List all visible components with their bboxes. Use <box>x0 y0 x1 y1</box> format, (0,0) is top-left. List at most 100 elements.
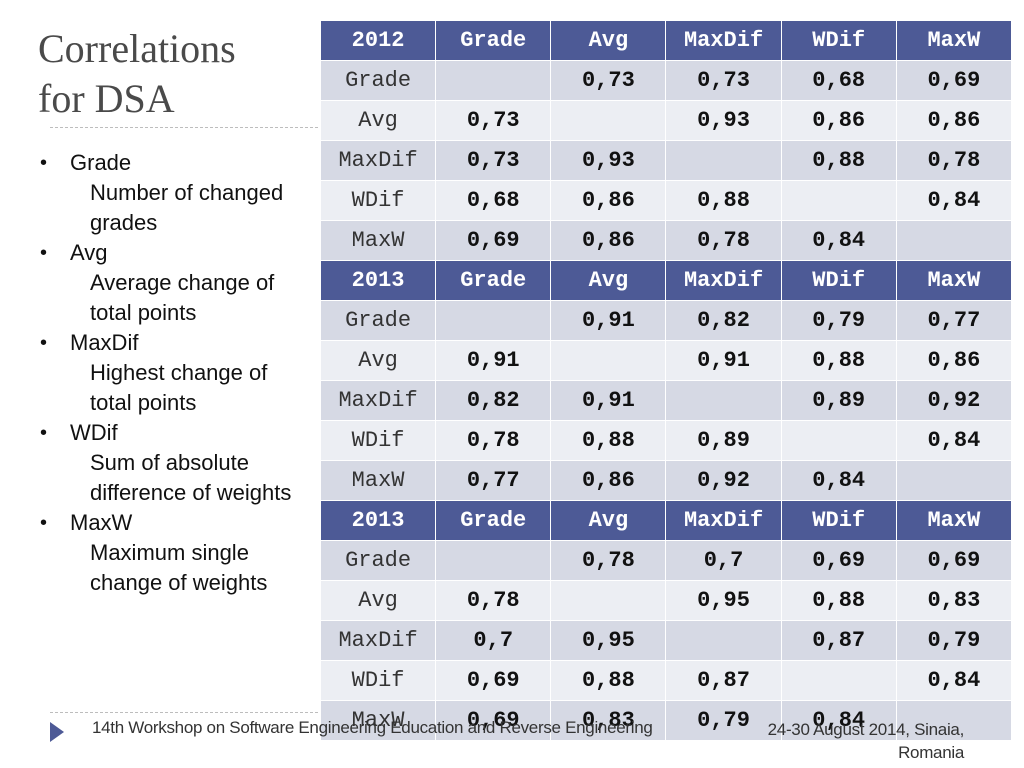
correlation-cell: 0,88 <box>550 420 667 461</box>
table-row: MaxW 0,69 0,86 0,78 0,84 <box>320 220 1012 261</box>
column-header: MaxW <box>895 500 1012 541</box>
correlation-cell <box>895 460 1012 501</box>
table-header-row: 2013 Grade Avg MaxDif WDif MaxW <box>320 500 1012 541</box>
table-header-row: 2012 Grade Avg MaxDif WDif MaxW <box>320 20 1012 61</box>
definition-description: Average change of total points <box>38 268 330 328</box>
correlation-cell <box>780 180 897 221</box>
correlation-cell: 0,92 <box>895 380 1012 421</box>
correlation-cell: 0,78 <box>895 140 1012 181</box>
correlation-cell: 0,79 <box>895 620 1012 661</box>
footer-location-line: Romania <box>898 743 964 762</box>
correlation-cell: 0,84 <box>895 420 1012 461</box>
table-row: Grade 0,91 0,82 0,79 0,77 <box>320 300 1012 341</box>
definition-description-line: Number of changed <box>90 180 284 205</box>
correlation-cell: 0,86 <box>780 100 897 141</box>
table-row: MaxW 0,69 0,83 0,79 0,84 <box>320 700 1012 741</box>
correlation-cell <box>895 220 1012 261</box>
row-label: MaxDif <box>320 140 437 181</box>
triangle-right-icon <box>50 722 64 742</box>
definition-description-line: change of weights <box>90 570 268 595</box>
column-header: WDif <box>780 260 897 301</box>
definition-description-line: Sum of absolute <box>90 450 249 475</box>
table-year-header: 2012 <box>320 20 437 61</box>
definition-wdif: WDif Sum of absolute difference of weigh… <box>38 418 318 508</box>
correlation-cell: 0,73 <box>435 100 552 141</box>
definition-term: MaxDif <box>38 328 318 358</box>
footer-date-line: 24-30 August 2014, Sinaia, <box>767 720 965 739</box>
correlation-cell <box>665 380 782 421</box>
table-row: MaxDif 0,82 0,91 0,89 0,92 <box>320 380 1012 421</box>
definition-term: Grade <box>38 148 318 178</box>
table-year-header: 2013 <box>320 260 437 301</box>
correlation-cell: 0,88 <box>550 660 667 701</box>
table-year-header: 2013 <box>320 500 437 541</box>
column-header: MaxDif <box>665 500 782 541</box>
table-row: WDif 0,78 0,88 0,89 0,84 <box>320 420 1012 461</box>
definition-description-line: total points <box>90 390 197 415</box>
slide-title-line-2: for DSA <box>38 76 175 121</box>
correlation-cell <box>435 300 552 341</box>
column-header: MaxW <box>895 260 1012 301</box>
definition-description-line: Maximum single <box>90 540 249 565</box>
correlation-cell: 0,73 <box>435 140 552 181</box>
definition-term: WDif <box>38 418 318 448</box>
correlation-cell: 0,84 <box>895 660 1012 701</box>
correlation-cell: 0,87 <box>665 660 782 701</box>
correlation-cell: 0,78 <box>550 540 667 581</box>
definition-description-line: grades <box>90 210 158 235</box>
correlation-cell: 0,82 <box>665 300 782 341</box>
correlation-cell: 0,7 <box>435 620 552 661</box>
row-label: MaxW <box>320 460 437 501</box>
definition-description: Highest change of total points <box>38 358 330 418</box>
column-header: MaxDif <box>665 260 782 301</box>
column-header: MaxW <box>895 20 1012 61</box>
row-label: MaxDif <box>320 620 437 661</box>
footer-date-location: 24-30 August 2014, Sinaia, Romania <box>752 718 965 764</box>
correlation-cell: 0,87 <box>780 620 897 661</box>
table-row: Avg 0,78 0,95 0,88 0,83 <box>320 580 1012 621</box>
row-label: MaxW <box>320 700 437 741</box>
definition-description: Number of changed grades <box>38 178 330 238</box>
definition-description: Maximum single change of weights <box>38 538 330 598</box>
correlation-cell: 0,91 <box>435 340 552 381</box>
correlation-cell: 0,95 <box>550 620 667 661</box>
correlation-cell: 0,84 <box>780 700 897 741</box>
column-header: Grade <box>435 260 552 301</box>
correlation-cell: 0,86 <box>895 100 1012 141</box>
correlation-cell: 0,91 <box>550 380 667 421</box>
correlation-cell: 0,69 <box>895 540 1012 581</box>
column-header: MaxDif <box>665 20 782 61</box>
correlation-cell: 0,86 <box>895 340 1012 381</box>
table-row: MaxDif 0,73 0,93 0,88 0,78 <box>320 140 1012 181</box>
correlation-cell: 0,77 <box>435 460 552 501</box>
correlation-cell <box>550 580 667 621</box>
column-header: Grade <box>435 20 552 61</box>
correlation-cell <box>665 140 782 181</box>
correlation-cell: 0,73 <box>550 60 667 101</box>
footer-divider <box>50 712 318 713</box>
definition-description-line: Average change of <box>90 270 275 295</box>
row-label: WDif <box>320 180 437 221</box>
correlation-cell: 0,93 <box>550 140 667 181</box>
correlation-cell: 0,79 <box>665 700 782 741</box>
correlation-cell <box>665 620 782 661</box>
correlation-cell: 0,95 <box>665 580 782 621</box>
definition-maxw: MaxW Maximum single change of weights <box>38 508 318 598</box>
correlation-cell: 0,88 <box>780 140 897 181</box>
table-header-row: 2013 Grade Avg MaxDif WDif MaxW <box>320 260 1012 301</box>
correlation-cell: 0,78 <box>435 580 552 621</box>
column-header: Avg <box>550 500 667 541</box>
definition-description-line: difference of weights <box>90 480 292 505</box>
correlation-tables: 2012 Grade Avg MaxDif WDif MaxW Grade 0,73 0,73 0… <box>320 20 1012 768</box>
correlation-cell: 0,83 <box>895 580 1012 621</box>
correlation-cell: 0,79 <box>780 300 897 341</box>
definition-list: Grade Number of changed grades Avg Avera… <box>38 148 318 598</box>
row-label: Grade <box>320 300 437 341</box>
definition-grade: Grade Number of changed grades <box>38 148 318 238</box>
correlation-cell: 0,89 <box>665 420 782 461</box>
correlation-cell: 0,88 <box>780 340 897 381</box>
correlation-cell: 0,86 <box>550 220 667 261</box>
table-row: MaxW 0,77 0,86 0,92 0,84 <box>320 460 1012 501</box>
definition-avg: Avg Average change of total points <box>38 238 318 328</box>
row-label: Grade <box>320 60 437 101</box>
